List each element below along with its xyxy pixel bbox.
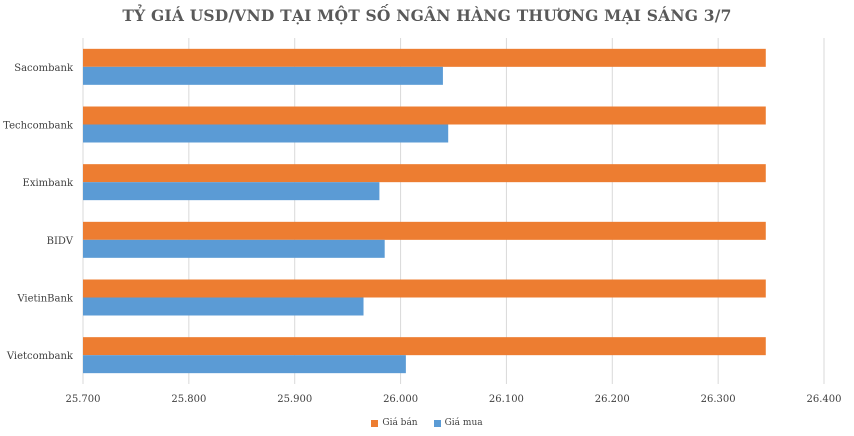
legend-swatch-gia-ban bbox=[371, 419, 379, 427]
gridlines bbox=[82, 38, 825, 384]
x-tick-labels: 25.700 25.800 25.900 26.000 26.100 26.200 26.3… bbox=[66, 394, 842, 405]
bar-gia-mua-techcombank bbox=[83, 124, 449, 143]
bar-gia-mua-vietcombank bbox=[83, 355, 406, 374]
category-label: Eximbank bbox=[23, 178, 74, 189]
bar-gia-mua-eximbank bbox=[83, 182, 380, 201]
bar-gia-ban-bidv bbox=[83, 221, 766, 240]
bar-gia-ban-eximbank bbox=[83, 164, 766, 183]
x-tick-label: 25.900 bbox=[277, 394, 312, 405]
legend-item-gia-mua: Giá mua bbox=[433, 418, 483, 428]
category-label: Vietcombank bbox=[6, 351, 74, 362]
bar-gia-mua-sacombank bbox=[83, 66, 443, 85]
legend-item-gia-ban: Giá bán bbox=[371, 418, 418, 428]
bar-gia-ban-sacombank bbox=[83, 48, 766, 67]
x-tick-label: 25.700 bbox=[66, 394, 101, 405]
chart-title: TỶ GIÁ USD/VND TẠI MỘT SỐ NGÂN HÀNG THƯƠ… bbox=[122, 6, 732, 25]
category-label: VietinBank bbox=[16, 294, 74, 305]
x-tick-label: 26.300 bbox=[701, 394, 736, 405]
x-tick-label: 26.400 bbox=[807, 394, 842, 405]
bar-gia-ban-vietinbank bbox=[83, 279, 766, 298]
category-label: BIDV bbox=[47, 236, 74, 247]
x-tick-label: 26.200 bbox=[595, 394, 630, 405]
x-tick-label: 26.000 bbox=[383, 394, 418, 405]
bars bbox=[83, 48, 766, 374]
category-label: Techcombank bbox=[3, 121, 74, 132]
legend-swatch-gia-mua bbox=[433, 419, 441, 427]
legend-label-gia-ban: Giá bán bbox=[382, 418, 418, 428]
bar-gia-ban-vietcombank bbox=[83, 337, 766, 356]
legend-label-gia-mua: Giá mua bbox=[444, 418, 483, 428]
bar-gia-mua-vietinbank bbox=[83, 297, 364, 316]
x-tick-label: 25.800 bbox=[171, 394, 206, 405]
bar-gia-mua-bidv bbox=[83, 239, 385, 258]
x-tick-label: 26.100 bbox=[489, 394, 524, 405]
legend: Giá bán Giá mua bbox=[0, 418, 854, 428]
category-labels: Sacombank Techcombank Eximbank BIDV VietinBa… bbox=[3, 63, 74, 362]
category-label: Sacombank bbox=[14, 63, 74, 74]
bar-gia-ban-techcombank bbox=[83, 106, 766, 125]
